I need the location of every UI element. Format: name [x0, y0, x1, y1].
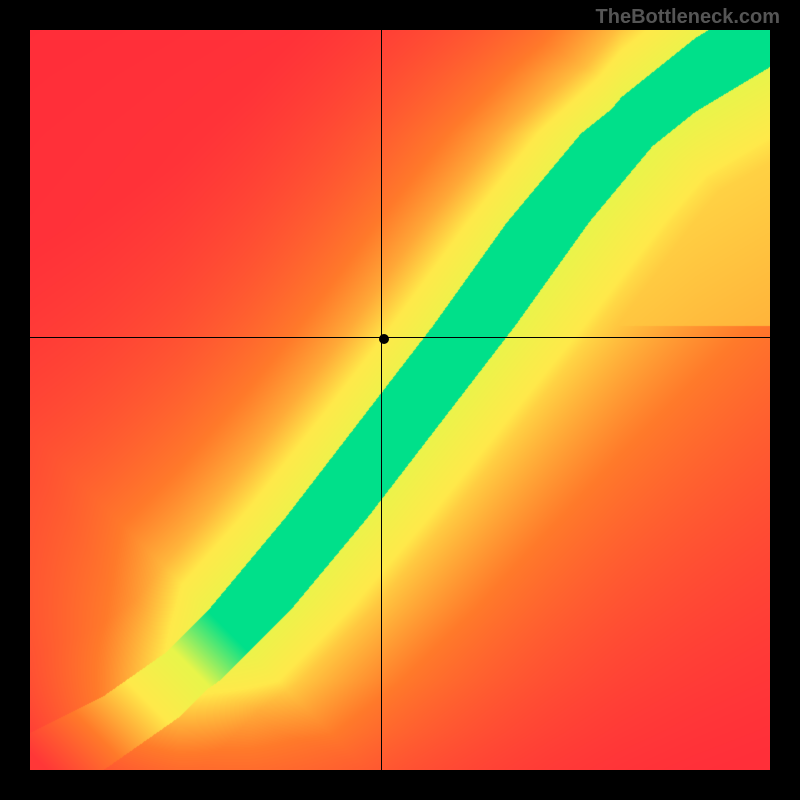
crosshair-horizontal	[30, 337, 770, 338]
watermark-text: TheBottleneck.com	[596, 6, 780, 29]
data-point-marker	[379, 334, 389, 344]
heatmap-plot	[30, 30, 770, 770]
heatmap-canvas	[30, 30, 770, 770]
crosshair-vertical	[381, 30, 382, 770]
